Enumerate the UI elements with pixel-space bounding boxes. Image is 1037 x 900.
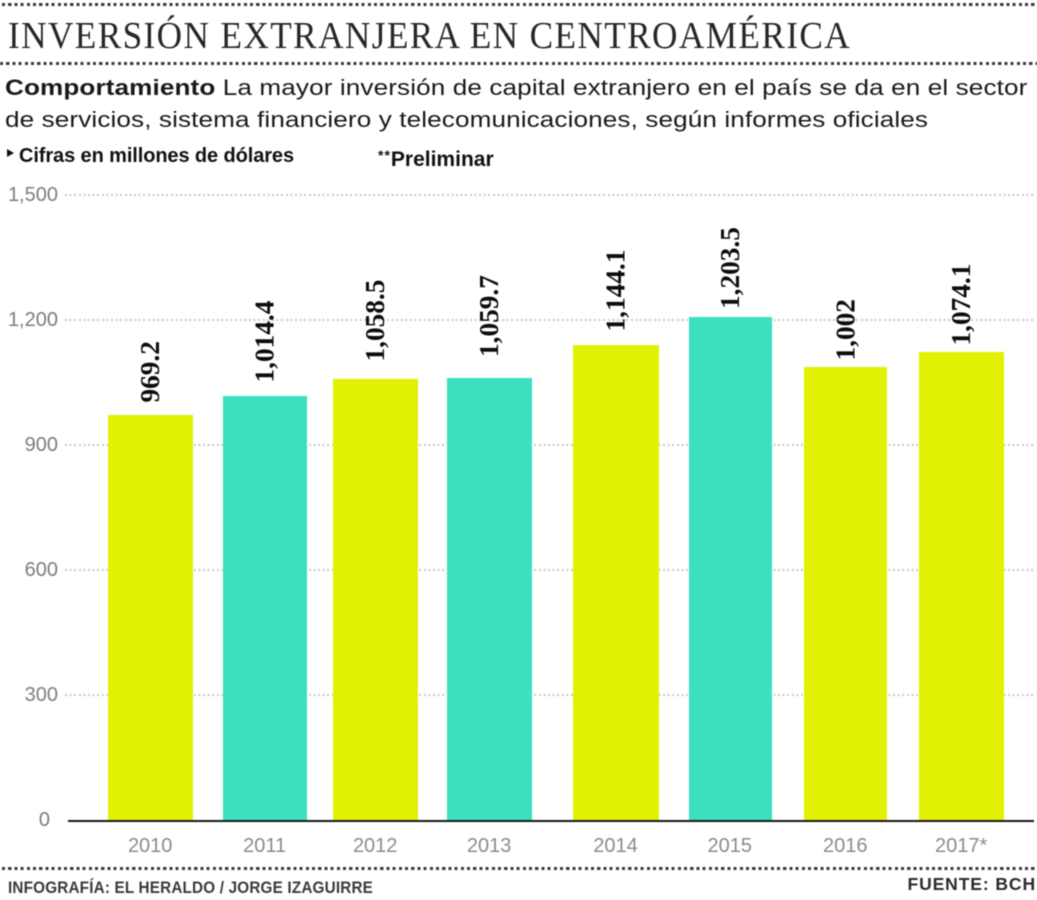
svg-text:1,203.5: 1,203.5 [715,227,745,309]
svg-text:969.2: 969.2 [135,341,165,402]
svg-text:1,002: 1,002 [830,299,860,360]
svg-text:1,059.7: 1,059.7 [474,275,504,357]
svg-text:1,074.1: 1,074.1 [946,264,976,346]
svg-text:1,144.1: 1,144.1 [601,250,631,332]
svg-text:1,058.5: 1,058.5 [360,280,390,362]
svg-text:1,014.4: 1,014.4 [250,300,280,382]
